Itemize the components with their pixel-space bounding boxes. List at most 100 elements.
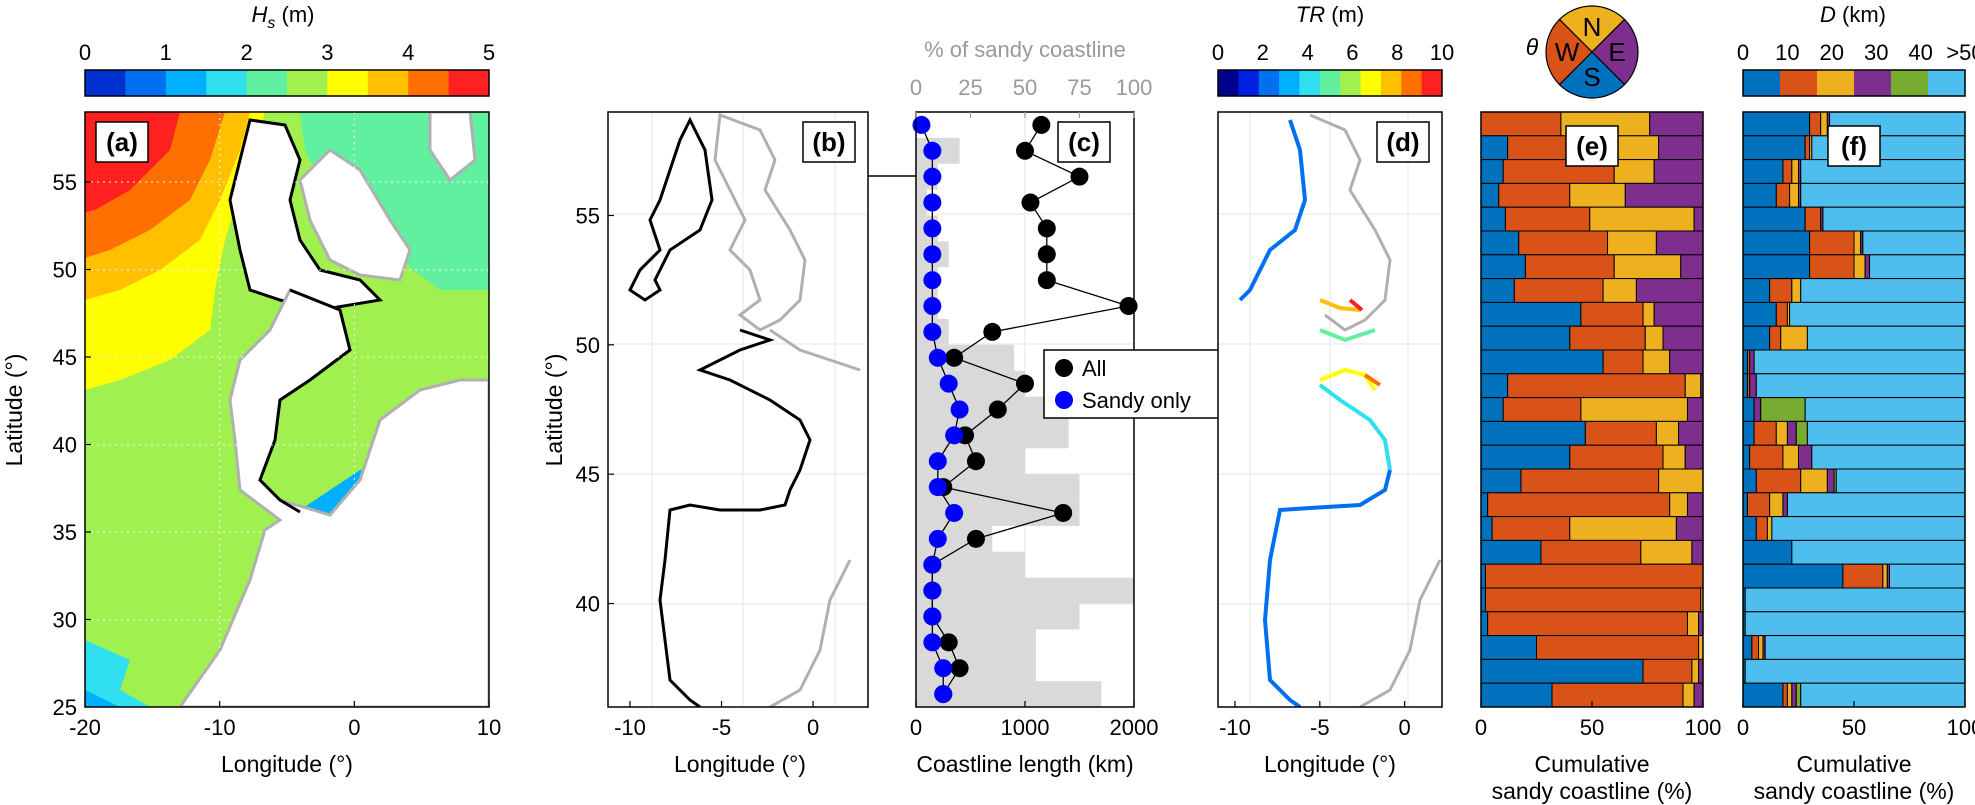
tr-colorbar-tick-label: 4 xyxy=(1301,40,1313,65)
distance-bar-segment xyxy=(1862,230,1966,256)
panel-a-y-tick-label: 25 xyxy=(53,695,77,720)
distance-bar-segment xyxy=(1742,444,1751,470)
distance-bar-segment xyxy=(1742,206,1806,232)
direction-bar-segment xyxy=(1513,278,1604,303)
sandy-point xyxy=(928,478,947,497)
panel-b-y-tick-label: 55 xyxy=(576,203,600,228)
distance-bar-segment xyxy=(1820,111,1828,137)
panel-c-top-label: % of sandy coastline xyxy=(924,37,1126,62)
direction-bar-segment xyxy=(1569,182,1626,208)
panel-a-x-tick-label: -20 xyxy=(69,715,101,740)
distance-bar-segment xyxy=(1753,349,1966,375)
direction-bar-segment xyxy=(1480,278,1515,303)
direction-bar-segment xyxy=(1691,539,1704,565)
hs-colorbar-tick-label: 4 xyxy=(402,40,414,65)
distance-bar-segment xyxy=(1806,420,1966,446)
distance-bar-segment xyxy=(1742,278,1771,303)
distance-bar-segment xyxy=(1742,230,1811,256)
all-point xyxy=(1037,271,1056,290)
distance-bar-segment xyxy=(1769,492,1784,518)
distance-bar-segment xyxy=(1791,682,1797,708)
sandy-point xyxy=(923,193,942,212)
panel-b-y-tick-label: 45 xyxy=(576,462,600,487)
all-point xyxy=(966,529,985,548)
panel-d-x-tick-label: 0 xyxy=(1399,715,1411,740)
d-colorbar-swatch xyxy=(1891,70,1929,96)
legend-sandy-marker xyxy=(1055,391,1073,409)
tr-colorbar-tick-label: 0 xyxy=(1212,40,1224,65)
direction-bar-segment xyxy=(1624,182,1704,208)
direction-bar-segment xyxy=(1480,516,1493,541)
distance-bar-segment xyxy=(1809,254,1855,280)
direction-bar-segment xyxy=(1584,420,1657,446)
direction-bar-segment xyxy=(1569,444,1664,470)
distance-bar-segment xyxy=(1780,325,1808,351)
panel-c-x-tick-label: 0 xyxy=(910,715,922,740)
direction-bar-segment xyxy=(1480,682,1553,708)
distance-bar-segment xyxy=(1804,206,1822,232)
panel-a-y-tick-label: 50 xyxy=(53,258,77,283)
distance-bar-segment xyxy=(1742,254,1811,280)
distance-bar-segment xyxy=(1809,230,1855,256)
panel-c: (c) All Sandy only % of sandy coastline … xyxy=(910,37,1246,777)
direction-bar-segment xyxy=(1480,254,1526,280)
sandy-point xyxy=(923,141,942,160)
hs-colorbar: Hs (m) 0 1 2 3 4 5 xyxy=(79,2,495,97)
all-point xyxy=(945,348,964,367)
distance-bar-segment xyxy=(1795,420,1808,446)
direction-bar-segment xyxy=(1649,111,1704,137)
distance-bar-segment xyxy=(1775,301,1788,327)
panel-c-x-tick-label: 2000 xyxy=(1110,715,1159,740)
panel-b-y-tick-label: 40 xyxy=(576,592,600,617)
all-point xyxy=(1037,245,1056,264)
distance-bar-segment xyxy=(1742,468,1757,494)
sandy-point xyxy=(928,348,947,367)
panel-b-letter: (b) xyxy=(812,127,845,157)
direction-bar-segment xyxy=(1662,444,1686,470)
panel-a-x-tick-label: -10 xyxy=(204,715,236,740)
d-colorbar-frame xyxy=(1742,69,1966,97)
tr-colorbar-swatch xyxy=(1258,70,1280,96)
direction-bar-segment xyxy=(1518,230,1609,256)
direction-bar-segment xyxy=(1680,254,1704,280)
hs-colorbar-swatch xyxy=(367,70,409,96)
direction-bar-segment xyxy=(1613,159,1655,184)
panel-c-top-tick-label: 75 xyxy=(1067,75,1091,100)
direction-bar-segment xyxy=(1480,159,1504,184)
direction-bar-segment xyxy=(1675,516,1704,541)
direction-bar-segment xyxy=(1520,468,1660,494)
panel-a-x-tick-label: 10 xyxy=(477,715,501,740)
direction-bar-segment xyxy=(1487,611,1688,637)
distance-bar-segment xyxy=(1853,230,1862,256)
sandy-point xyxy=(923,219,942,238)
direction-bar-segment xyxy=(1662,325,1704,351)
distance-bar-segment xyxy=(1742,159,1784,184)
direction-bar-segment xyxy=(1655,230,1704,256)
distance-bar-segment xyxy=(1742,420,1755,446)
distance-bar-segment xyxy=(1742,182,1777,208)
direction-bar-segment xyxy=(1642,301,1655,327)
d-colorbar-tick-label: 0 xyxy=(1737,40,1749,65)
distance-bar-segment xyxy=(1742,516,1757,541)
direction-bar-segment xyxy=(1480,635,1537,660)
sandy-point xyxy=(923,167,942,186)
hs-colorbar-tick-label: 0 xyxy=(79,40,91,65)
panel-a-y-tick-label: 30 xyxy=(53,608,77,633)
d-colorbar-tick-label: >50 xyxy=(1946,40,1975,65)
tr-colorbar: TR (m) 0 2 4 6 8 10 xyxy=(1212,2,1454,97)
direction-bar-segment xyxy=(1693,682,1704,708)
direction-bar-segment xyxy=(1669,349,1704,375)
panel-c-xlabel: Coastline length (km) xyxy=(916,751,1133,777)
compass-east-sector xyxy=(1591,18,1639,86)
panel-f-x-tick-label: 50 xyxy=(1842,715,1866,740)
tr-colorbar-swatch xyxy=(1421,70,1443,96)
d-colorbar-tick-label: 30 xyxy=(1864,40,1888,65)
panel-a-frame xyxy=(84,111,490,708)
distance-bar-segment xyxy=(1766,516,1773,541)
distance-bar-segment xyxy=(1744,611,1966,637)
distance-bar-segment xyxy=(1800,159,1966,184)
direction-bar-segment xyxy=(1686,611,1700,637)
distance-bar-segment xyxy=(1822,206,1966,232)
distance-bar-segment xyxy=(1744,587,1966,613)
sandy-point xyxy=(939,374,958,393)
